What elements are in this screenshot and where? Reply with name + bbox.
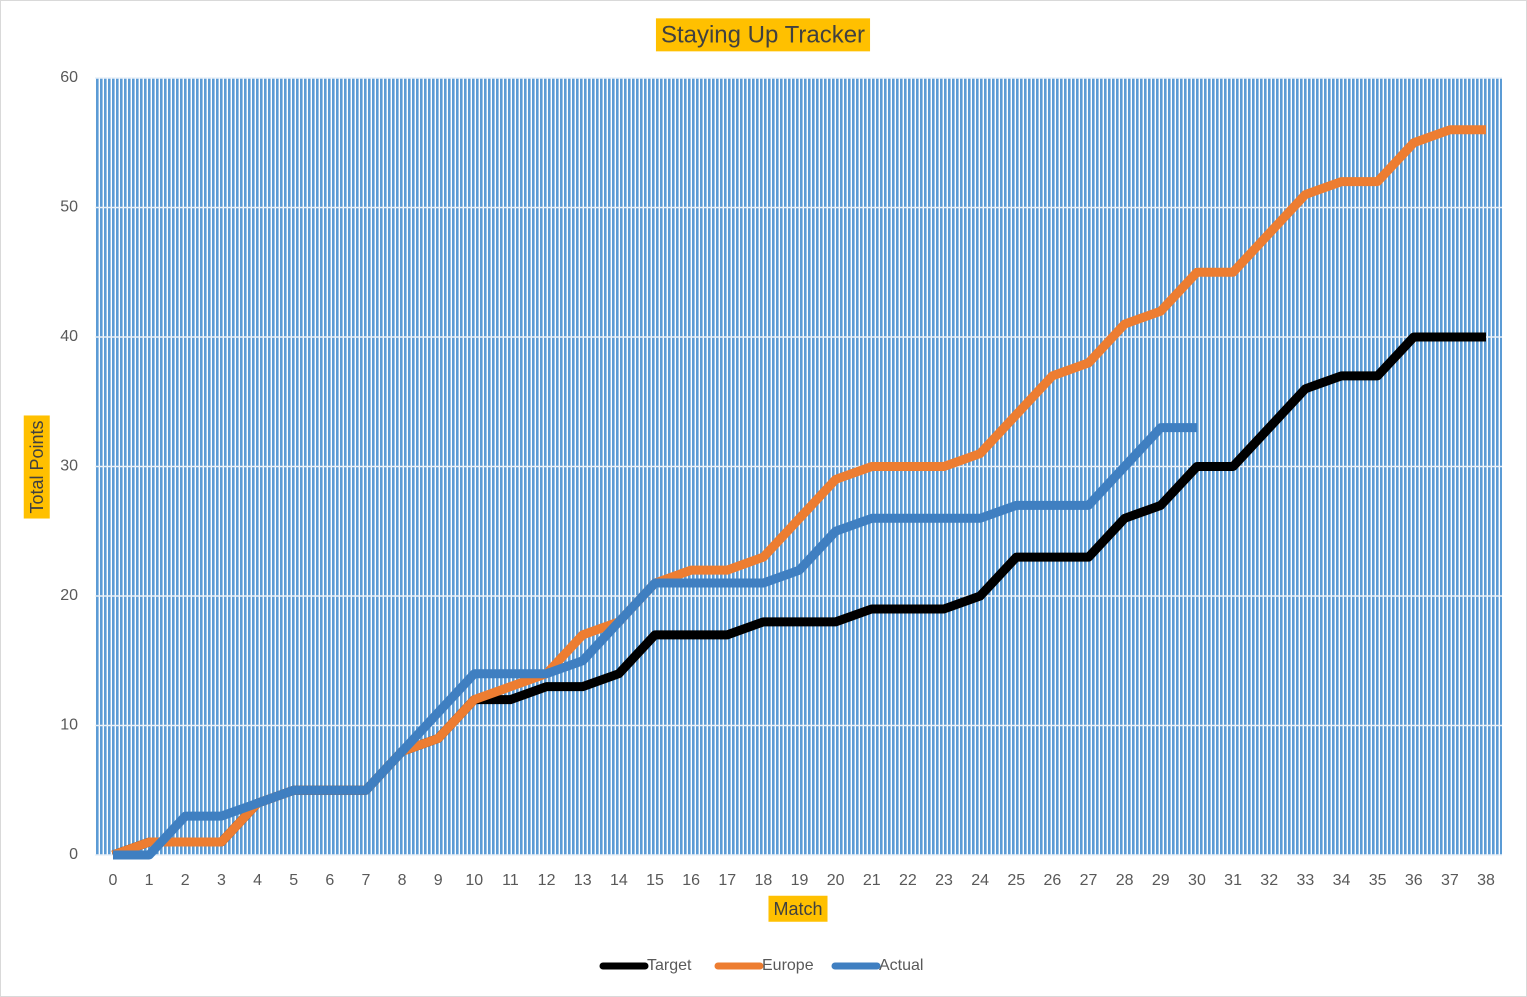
x-tick-label: 35	[1369, 872, 1387, 889]
y-tick-label: 50	[60, 199, 78, 216]
x-tick-label: 14	[610, 872, 628, 889]
chart-title: Staying Up Tracker	[661, 21, 865, 48]
x-tick-label: 2	[181, 872, 190, 889]
x-tick-label: 22	[899, 872, 917, 889]
x-tick-label: 5	[289, 872, 298, 889]
x-tick-label: 33	[1296, 872, 1314, 889]
x-tick-label: 16	[682, 872, 700, 889]
x-tick-label: 26	[1044, 872, 1062, 889]
y-tick-label: 20	[60, 587, 78, 604]
x-tick-label: 21	[863, 872, 881, 889]
x-tick-label: 36	[1405, 872, 1423, 889]
legend-label: Target	[647, 957, 692, 974]
x-tick-label: 3	[217, 872, 226, 889]
x-tick-label: 27	[1080, 872, 1098, 889]
x-tick-label: 37	[1441, 872, 1459, 889]
x-tick-label: 0	[109, 872, 118, 889]
y-axis-title: Total Points	[27, 420, 47, 513]
x-tick-label: 31	[1224, 872, 1242, 889]
label-box	[768, 895, 828, 922]
x-tick-label: 9	[434, 872, 443, 889]
label-box	[655, 18, 871, 52]
x-axis-title: Match	[773, 899, 822, 919]
x-tick-label: 17	[718, 872, 736, 889]
y-tick-label: 40	[60, 328, 78, 345]
legend-label: Europe	[762, 957, 814, 974]
x-tick-label: 32	[1260, 872, 1278, 889]
x-tick-label: 30	[1188, 872, 1206, 889]
series-line	[113, 423, 1197, 860]
x-tick-label: 10	[465, 872, 483, 889]
x-tick-label: 25	[1007, 872, 1025, 889]
x-tick-label: 11	[502, 872, 519, 889]
x-tick-label: 18	[754, 872, 772, 889]
x-tick-label: 24	[971, 872, 989, 889]
x-tick-label: 29	[1152, 872, 1170, 889]
x-tick-label: 8	[398, 872, 407, 889]
x-tick-label: 6	[325, 872, 334, 889]
x-tick-label: 28	[1116, 872, 1134, 889]
x-tick-label: 20	[827, 872, 845, 889]
x-tick-label: 13	[574, 872, 592, 889]
label-box	[23, 415, 50, 519]
x-tick-label: 19	[791, 872, 809, 889]
y-tick-label: 60	[60, 69, 78, 86]
x-tick-label: 4	[253, 872, 262, 889]
x-tick-label: 1	[145, 872, 154, 889]
x-tick-label: 23	[935, 872, 953, 889]
x-tick-label: 34	[1333, 872, 1351, 889]
x-tick-label: 38	[1477, 872, 1495, 889]
y-tick-label: 0	[69, 846, 78, 863]
x-tick-label: 15	[646, 872, 664, 889]
x-tick-label: 12	[538, 872, 556, 889]
x-tick-label: 7	[361, 872, 370, 889]
y-tick-label: 30	[60, 458, 78, 475]
legend-label: Actual	[879, 957, 923, 974]
y-tick-label: 10	[60, 717, 78, 734]
